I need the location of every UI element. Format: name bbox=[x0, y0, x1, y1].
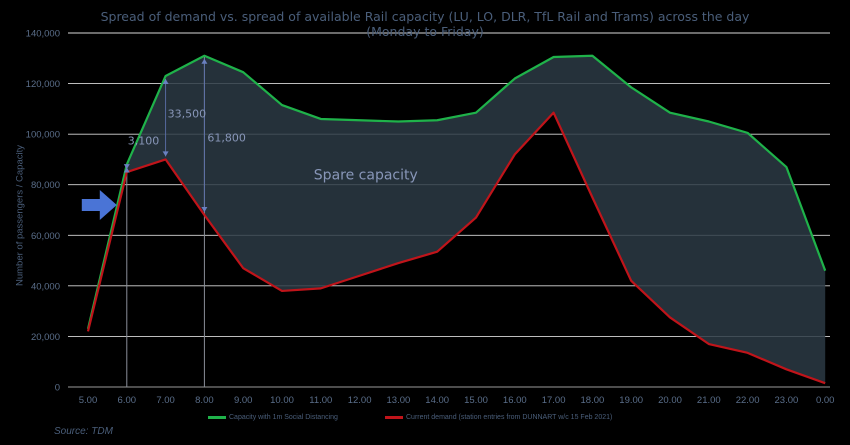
x-tick-label: 16.00 bbox=[503, 395, 527, 406]
gap-label-600: 3,100 bbox=[128, 134, 160, 147]
x-tick-label: 20.00 bbox=[658, 395, 682, 406]
x-tick-label: 14.00 bbox=[425, 395, 449, 406]
x-tick-label: 0.00 bbox=[816, 395, 835, 406]
x-tick-label: 10.00 bbox=[270, 395, 294, 406]
legend-swatch-capacity bbox=[208, 416, 226, 419]
x-tick-label: 22.00 bbox=[736, 395, 760, 406]
gap-label-800: 61,800 bbox=[207, 132, 246, 145]
y-tick-label: 0 bbox=[55, 383, 60, 394]
x-tick-label: 11.00 bbox=[309, 395, 332, 406]
y-tick-label: 20,000 bbox=[31, 332, 60, 343]
spare-capacity-label: Spare capacity bbox=[314, 168, 418, 184]
legend-item-capacity: Capacity with 1m Social Distancing bbox=[208, 414, 338, 421]
x-tick-label: 8.00 bbox=[195, 395, 214, 406]
y-tick-label: 80,000 bbox=[31, 180, 60, 191]
y-tick-label: 120,000 bbox=[26, 79, 60, 90]
legend-label-capacity: Capacity with 1m Social Distancing bbox=[229, 414, 338, 421]
legend-swatch-demand bbox=[385, 416, 403, 419]
x-tick-label: 9.00 bbox=[234, 395, 253, 406]
series-line-demand bbox=[86, 111, 826, 385]
pointer-arrow-icon bbox=[81, 189, 117, 220]
legend-item-demand: Current demand (station entries from DUN… bbox=[385, 414, 612, 421]
x-tick-label: 6.00 bbox=[118, 395, 137, 406]
y-tick-label: 100,000 bbox=[26, 130, 60, 141]
gap-arrowhead-down bbox=[123, 164, 130, 170]
chart-title: Spread of demand vs. spread of available… bbox=[100, 9, 750, 24]
x-tick-label: 7.00 bbox=[156, 395, 175, 406]
y-tick-label: 140,000 bbox=[26, 29, 60, 40]
x-tick-label: 5.00 bbox=[79, 395, 98, 406]
gap-arrowhead-up bbox=[201, 58, 208, 64]
x-tick-label: 13.00 bbox=[387, 395, 411, 406]
gap-label-700: 33,500 bbox=[168, 108, 207, 121]
y-tick-label: 60,000 bbox=[31, 231, 60, 242]
gap-arrowhead-down bbox=[201, 207, 208, 213]
gap-arrowhead-down bbox=[162, 151, 169, 157]
gap-arrowhead-up bbox=[162, 78, 169, 84]
x-tick-label: 18.00 bbox=[581, 395, 605, 406]
legend-label-demand: Current demand (station entries from DUN… bbox=[406, 414, 613, 421]
x-tick-label: 23.00 bbox=[775, 395, 799, 406]
y-axis-label: Number of passengers / Capacity bbox=[14, 145, 26, 286]
source-note: Source: TDM bbox=[54, 426, 113, 437]
x-tick-label: 15.00 bbox=[464, 395, 488, 406]
y-tick-label: 40,000 bbox=[31, 281, 60, 292]
spare-capacity-area bbox=[88, 55, 826, 384]
series-line-capacity bbox=[86, 54, 827, 330]
gap-arrowhead-up bbox=[123, 167, 130, 173]
x-tick-label: 12.00 bbox=[348, 395, 372, 406]
x-tick-label: 21.00 bbox=[697, 395, 721, 406]
x-tick-label: 19.00 bbox=[619, 395, 643, 406]
chart-subtitle: (Monday to Friday) bbox=[366, 24, 484, 39]
x-tick-label: 17.00 bbox=[542, 395, 566, 406]
